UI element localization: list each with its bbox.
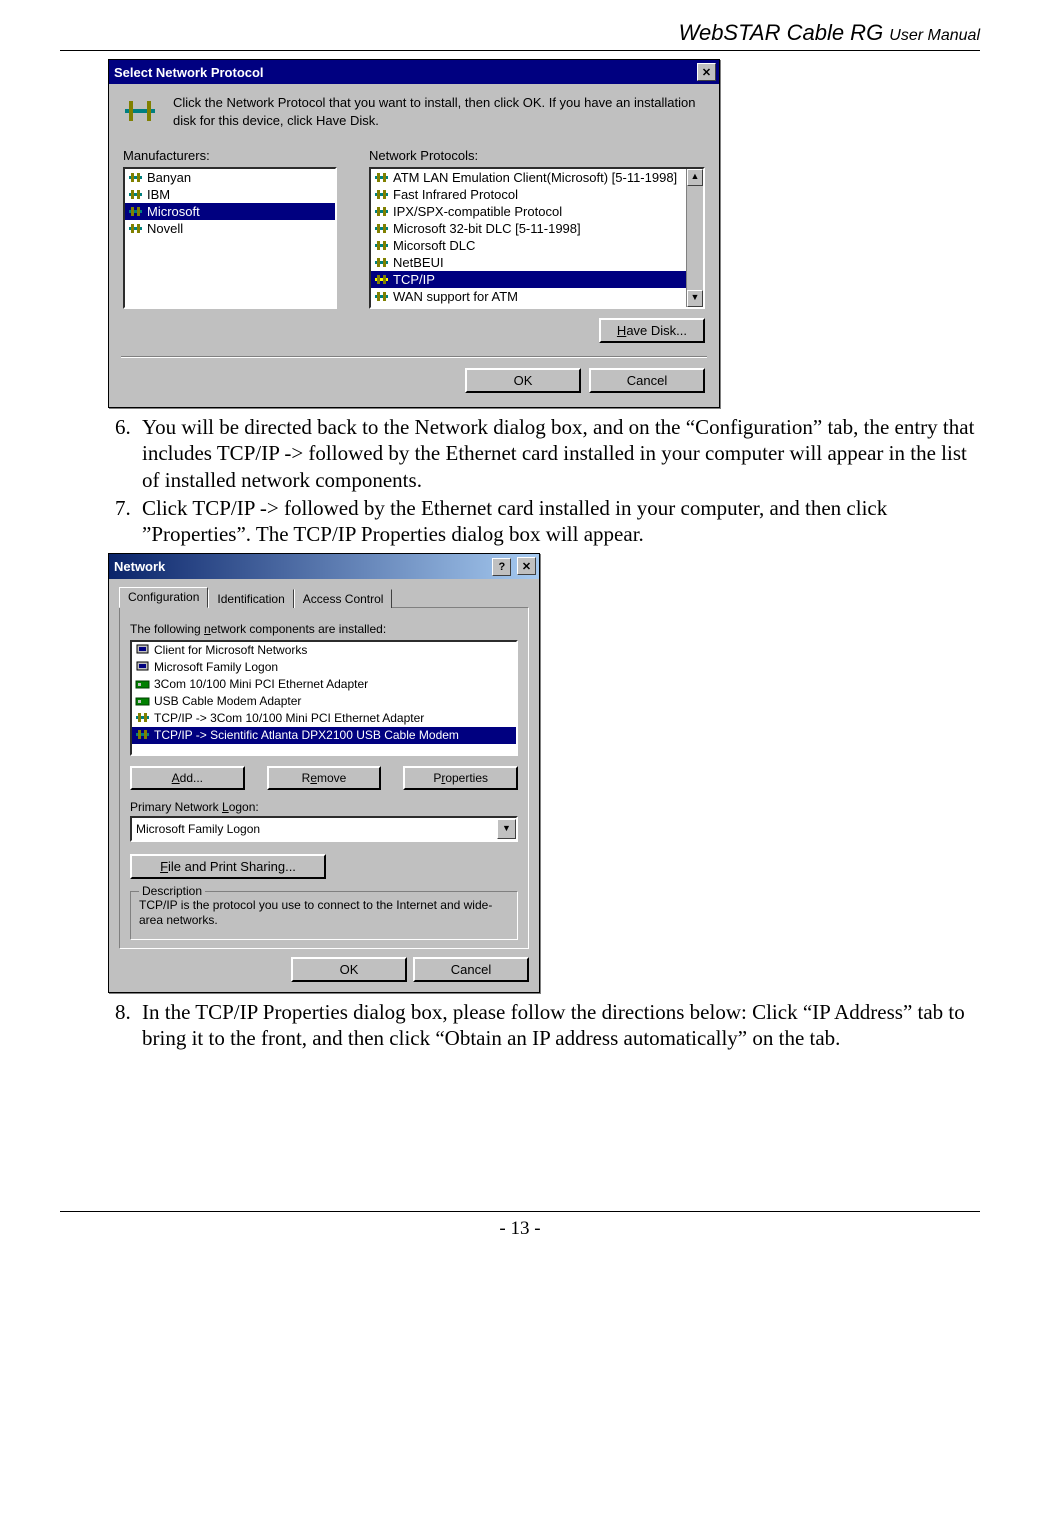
manufacturers-list[interactable]: BanyanIBMMicrosoftNovell xyxy=(123,167,337,309)
component-icon xyxy=(135,660,150,674)
list-item[interactable]: IPX/SPX-compatible Protocol xyxy=(371,203,703,220)
header-subtitle: User Manual xyxy=(889,27,980,44)
protocol-icon xyxy=(374,273,389,287)
list-item[interactable]: ATM LAN Emulation Client(Microsoft) [5-1… xyxy=(371,169,703,186)
page-footer: - 13 - xyxy=(60,1211,980,1240)
header-title: WebSTAR Cable RG xyxy=(679,20,890,45)
remove-button[interactable]: Remove xyxy=(267,766,382,790)
tab-identification[interactable]: Identification xyxy=(208,589,293,608)
dialog2-titlebar: Network ? ✕ xyxy=(109,554,539,579)
component-icon xyxy=(135,643,150,657)
list-item[interactable]: Client for Microsoft Networks xyxy=(132,642,516,659)
component-icon xyxy=(135,694,150,708)
logon-label: Primary Network Logon: xyxy=(130,800,518,814)
protocols-label: Network Protocols: xyxy=(369,148,705,163)
list-item[interactable]: NetBEUI xyxy=(371,254,703,271)
close-icon[interactable]: ✕ xyxy=(517,557,536,575)
select-network-protocol-dialog: Select Network Protocol ✕ Click the Netw… xyxy=(108,59,720,408)
step-7: Click TCP/IP -> followed by the Ethernet… xyxy=(136,495,980,548)
list-item[interactable]: TCP/IP xyxy=(371,271,703,288)
protocol-icon xyxy=(374,222,389,236)
protocol-icon xyxy=(128,205,143,219)
close-icon[interactable]: ✕ xyxy=(697,63,716,81)
component-icon xyxy=(135,728,150,742)
tab-access-control[interactable]: Access Control xyxy=(294,589,393,608)
list-item[interactable]: Microsoft Family Logon xyxy=(132,659,516,676)
list-item[interactable]: USB Cable Modem Adapter xyxy=(132,693,516,710)
step-8: In the TCP/IP Properties dialog box, ple… xyxy=(136,999,980,1052)
dialog2-title: Network xyxy=(114,559,165,574)
list-item[interactable]: IBM xyxy=(125,186,335,203)
manufacturers-label: Manufacturers: xyxy=(123,148,347,163)
have-disk-button[interactable]: Have Disk... xyxy=(599,318,705,343)
scroll-down-icon[interactable]: ▼ xyxy=(687,290,703,307)
protocol-icon xyxy=(128,188,143,202)
list-item[interactable]: TCP/IP -> Scientific Atlanta DPX2100 USB… xyxy=(132,727,516,744)
logon-combo[interactable]: Microsoft Family Logon ▼ xyxy=(130,816,518,842)
tab-configuration[interactable]: Configuration xyxy=(119,587,208,608)
network-dialog: Network ? ✕ Configuration Identification… xyxy=(108,553,540,993)
protocol-icon xyxy=(128,222,143,236)
dialog1-titlebar: Select Network Protocol ✕ xyxy=(109,60,719,84)
list-item[interactable]: TCP/IP -> 3Com 10/100 Mini PCI Ethernet … xyxy=(132,710,516,727)
help-icon[interactable]: ? xyxy=(492,558,511,576)
list-item[interactable]: Novell xyxy=(125,220,335,237)
protocol-icon xyxy=(374,256,389,270)
cancel-button[interactable]: Cancel xyxy=(589,368,705,393)
chevron-down-icon[interactable]: ▼ xyxy=(497,819,516,839)
cancel-button[interactable]: Cancel xyxy=(413,957,529,982)
dialog1-title: Select Network Protocol xyxy=(114,65,264,80)
list-item[interactable]: WAN support for ATM xyxy=(371,288,703,305)
dialog1-message: Click the Network Protocol that you want… xyxy=(173,94,705,129)
list-item[interactable]: Fast Infrared Protocol xyxy=(371,186,703,203)
component-icon xyxy=(135,711,150,725)
component-icon xyxy=(135,677,150,691)
protocol-icon xyxy=(374,171,389,185)
components-list[interactable]: Client for Microsoft NetworksMicrosoft F… xyxy=(130,640,518,756)
logon-value: Microsoft Family Logon xyxy=(136,822,260,836)
components-label: The following network components are ins… xyxy=(130,622,518,636)
description-text: TCP/IP is the protocol you use to connec… xyxy=(139,898,509,929)
protocol-icon xyxy=(374,188,389,202)
protocol-icon xyxy=(123,94,157,130)
properties-button[interactable]: Properties xyxy=(403,766,518,790)
list-item[interactable]: Microsoft xyxy=(125,203,335,220)
protocol-icon xyxy=(128,171,143,185)
description-group: Description TCP/IP is the protocol you u… xyxy=(130,891,518,940)
list-item[interactable]: Banyan xyxy=(125,169,335,186)
description-label: Description xyxy=(139,884,205,898)
protocol-icon xyxy=(374,290,389,304)
ok-button[interactable]: OK xyxy=(465,368,581,393)
protocols-list[interactable]: ATM LAN Emulation Client(Microsoft) [5-1… xyxy=(369,167,705,309)
page-header: WebSTAR Cable RG User Manual xyxy=(60,20,980,51)
dialog2-tabs: Configuration Identification Access Cont… xyxy=(119,587,529,608)
list-item[interactable]: Microsoft 32-bit DLC [5-11-1998] xyxy=(371,220,703,237)
scrollbar[interactable]: ▲ ▼ xyxy=(686,169,703,307)
file-print-sharing-button[interactable]: File and Print Sharing... xyxy=(130,854,326,879)
add-button[interactable]: Add... xyxy=(130,766,245,790)
list-item[interactable]: 3Com 10/100 Mini PCI Ethernet Adapter xyxy=(132,676,516,693)
protocol-icon xyxy=(374,239,389,253)
ok-button[interactable]: OK xyxy=(291,957,407,982)
step-6: You will be directed back to the Network… xyxy=(136,414,980,493)
scroll-up-icon[interactable]: ▲ xyxy=(687,169,703,186)
list-item[interactable]: Micorsoft DLC xyxy=(371,237,703,254)
protocol-icon xyxy=(374,205,389,219)
